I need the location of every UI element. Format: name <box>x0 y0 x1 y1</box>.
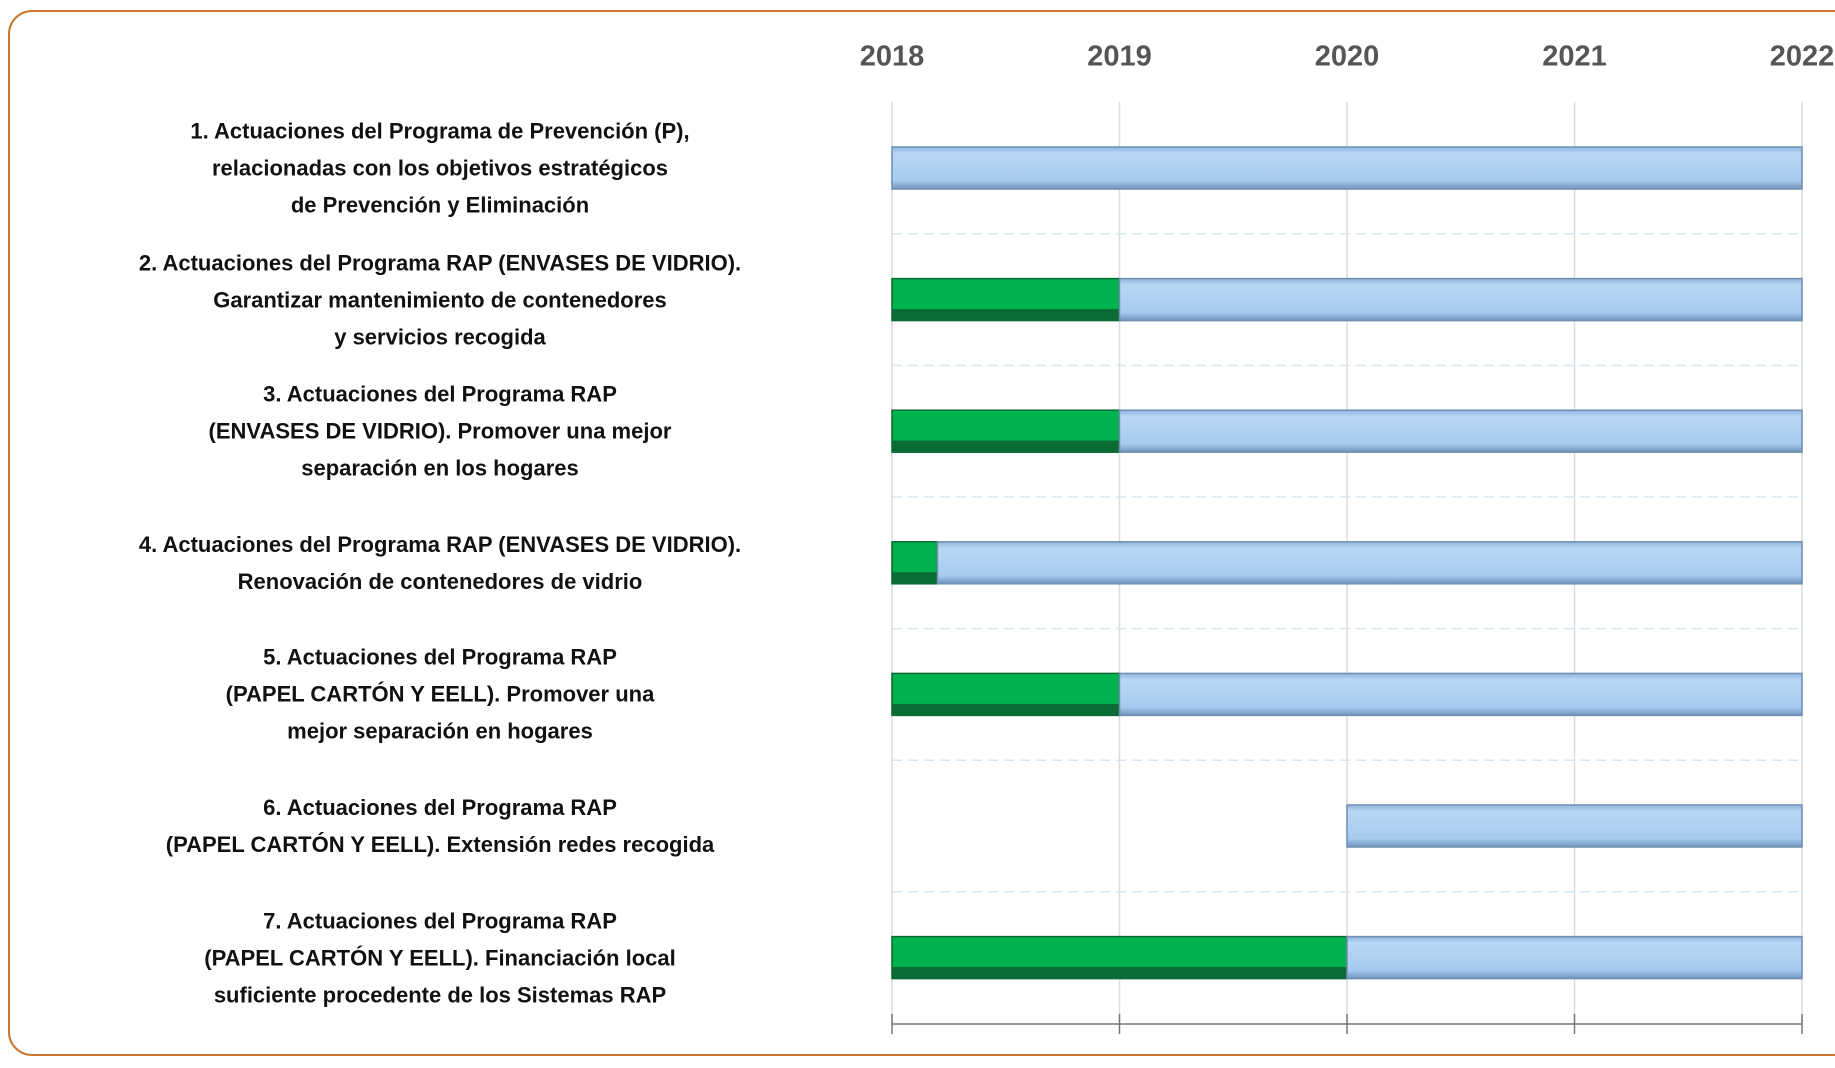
x-tick-label: 2018 <box>860 41 925 73</box>
category-label: 3. Actuaciones del Programa RAP (ENVASES… <box>208 381 672 481</box>
bar-segment <box>891 935 1348 980</box>
bar-segment <box>891 409 1121 453</box>
bar-segment <box>891 277 1121 322</box>
x-tick-label: 2021 <box>1542 41 1607 73</box>
x-tick-label: 2022 <box>1770 41 1835 73</box>
bar-segment <box>1118 672 1803 717</box>
category-label: 5. Actuaciones del Programa RAP (PAPEL C… <box>225 644 655 744</box>
category-label: 4. Actuaciones del Programa RAP (ENVASES… <box>138 531 742 594</box>
category-label: 2. Actuaciones del Programa RAP (ENVASES… <box>138 250 742 350</box>
bar-segment <box>936 541 1803 585</box>
category-label: 1. Actuaciones del Programa de Prevenció… <box>190 118 690 218</box>
bar-segment <box>1118 277 1803 322</box>
bar-segment <box>891 146 1803 190</box>
frame <box>8 10 1835 1056</box>
x-tick-label: 2020 <box>1315 41 1380 73</box>
bar-segment <box>891 672 1121 717</box>
x-tick-label: 2019 <box>1087 41 1152 73</box>
bar-segment <box>1346 935 1803 980</box>
bar-segment <box>1346 804 1803 848</box>
category-label: 7. Actuaciones del Programa RAP (PAPEL C… <box>204 908 676 1008</box>
category-label: 6. Actuaciones del Programa RAP (PAPEL C… <box>165 795 715 857</box>
bar-segment <box>891 541 939 585</box>
bar-segment <box>1118 409 1803 453</box>
